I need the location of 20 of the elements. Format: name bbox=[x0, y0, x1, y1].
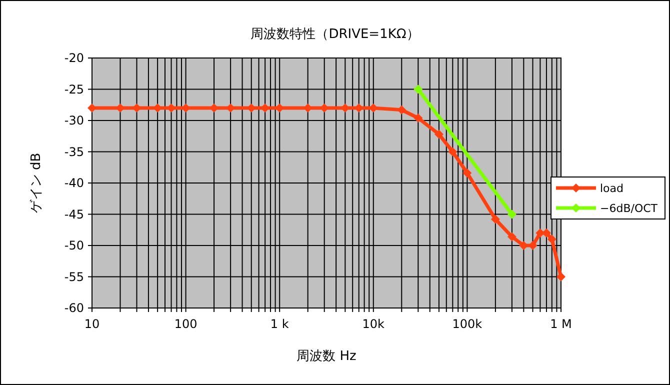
x-tick-label: 1 k bbox=[270, 317, 289, 331]
legend-label: −6dB/OCT bbox=[600, 202, 658, 215]
y-tick-label: -40 bbox=[64, 176, 84, 190]
y-tick-label: -20 bbox=[64, 51, 84, 66]
legend-label: load bbox=[600, 182, 624, 195]
y-tick-label: -45 bbox=[64, 207, 84, 222]
x-tick-label: 1 M bbox=[550, 317, 572, 331]
y-tick-label: -25 bbox=[64, 82, 84, 96]
y-tick-label: -55 bbox=[64, 270, 84, 284]
x-tick-label: 100 bbox=[174, 317, 198, 331]
y-tick-label: -30 bbox=[64, 114, 84, 128]
x-tick-label: 10 bbox=[84, 317, 100, 331]
x-tick-label: 10k bbox=[362, 317, 385, 331]
chart-title: 周波数特性（DRIVE=1KΩ） bbox=[250, 27, 420, 42]
y-tick-label: -50 bbox=[64, 238, 84, 253]
y-axis-title: ゲイン dB bbox=[29, 152, 44, 214]
x-tick-label: 100k bbox=[452, 317, 482, 331]
y-tick-label: -60 bbox=[64, 301, 84, 316]
y-tick-label: -35 bbox=[64, 144, 84, 159]
x-axis-title: 周波数 Hz bbox=[296, 349, 357, 364]
